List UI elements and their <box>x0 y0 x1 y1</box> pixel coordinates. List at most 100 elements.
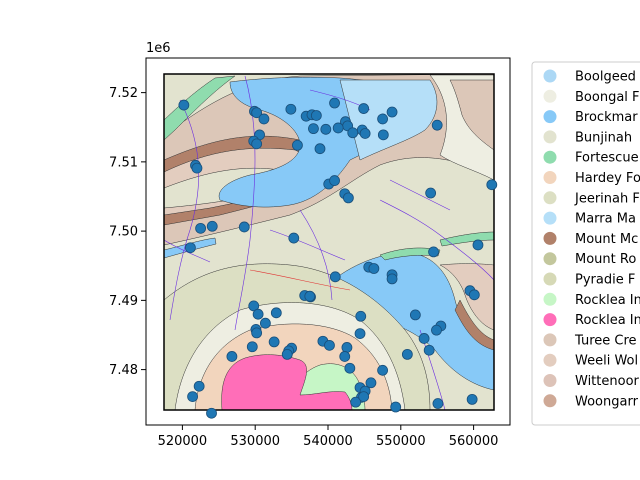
sample-point <box>320 123 332 135</box>
sample-point <box>486 179 498 191</box>
sample-point <box>314 143 326 155</box>
sample-point <box>359 128 371 139</box>
sample-point <box>390 401 402 413</box>
legend-swatch <box>543 69 557 83</box>
legend-swatch <box>543 171 557 184</box>
legend-swatch <box>543 191 557 205</box>
marra-north <box>339 79 438 161</box>
sample-point <box>185 242 196 254</box>
legend-swatch <box>543 272 557 286</box>
legend-swatch <box>543 130 557 144</box>
sample-point <box>386 273 398 285</box>
sample-point <box>310 110 322 121</box>
sample-point <box>246 341 258 353</box>
sample-point <box>358 103 370 114</box>
sample-point <box>193 380 205 392</box>
sample-points <box>178 97 498 419</box>
sample-point <box>268 336 280 348</box>
geology-map <box>164 74 494 410</box>
sample-point <box>377 364 389 376</box>
sample-point <box>292 139 303 151</box>
legend-swatch <box>543 374 557 387</box>
y-tick-label: 7.51 <box>109 155 138 170</box>
sample-point <box>178 99 190 111</box>
sample-point <box>401 348 413 360</box>
legend-label: Marra Ma <box>575 212 636 227</box>
sample-point <box>431 324 442 336</box>
red-fault <box>249 269 351 291</box>
sample-point <box>342 192 354 204</box>
legend: Boolgeed Boongal F Brockmar Bunjinah Fortesc… <box>531 61 640 426</box>
sample-point <box>332 122 344 134</box>
x-tick-label: 540000 <box>303 434 353 449</box>
legend-label: Bunjinah <box>575 130 632 145</box>
legend-swatch <box>543 292 557 306</box>
sample-point <box>191 162 203 174</box>
sample-point <box>308 123 319 135</box>
sample-point <box>329 175 340 186</box>
y-tick-label: 7.50 <box>109 225 138 240</box>
sample-point <box>329 271 341 283</box>
legend-swatch <box>543 211 557 225</box>
legend-label: Mount Ro <box>575 252 636 267</box>
legend-swatch <box>543 150 557 164</box>
legend-label: Woongarr <box>575 394 639 409</box>
sample-point <box>466 393 478 405</box>
legend-label: Rocklea In <box>575 293 640 308</box>
x-tick-label: 560000 <box>449 434 499 449</box>
legend-swatch <box>543 333 557 347</box>
sample-point <box>226 351 238 362</box>
sample-point <box>354 328 366 339</box>
sample-point <box>339 351 351 362</box>
sample-point <box>341 342 353 353</box>
sample-point <box>350 396 362 408</box>
legend-swatch <box>543 110 557 124</box>
sample-point <box>304 290 316 302</box>
sample-point <box>251 327 263 339</box>
legend-swatch <box>543 89 557 103</box>
axis-offset-label: 1e6 <box>146 41 171 56</box>
fortescue-strip-east2 <box>439 231 494 247</box>
sample-point <box>425 187 437 199</box>
legend-label: Fortescue <box>575 151 639 166</box>
sample-point <box>365 377 377 389</box>
legend-label: Brockmar <box>575 110 638 125</box>
sample-point <box>355 310 367 322</box>
x-axis: 520000 530000 540000 550000 560000 <box>158 425 499 449</box>
legend-swatch <box>543 252 557 266</box>
y-axis: 7.48 7.49 7.50 7.51 7.52 <box>109 86 146 378</box>
sample-point <box>432 398 444 409</box>
sample-point <box>368 263 380 274</box>
legend-label: Weeli Wol <box>575 354 638 369</box>
sample-point <box>206 407 217 419</box>
weeli-east-south <box>439 263 494 331</box>
legend-label: Turee Cre <box>574 333 637 348</box>
sample-point <box>468 289 480 301</box>
sample-point <box>409 309 421 321</box>
rocklea-pink <box>221 354 353 410</box>
sample-point <box>259 317 271 329</box>
sample-point <box>285 103 297 115</box>
x-tick-label: 530000 <box>230 434 280 449</box>
legend-label: Jeerinah F <box>574 191 640 206</box>
sample-point <box>431 119 443 131</box>
legend-label: Boolgeed <box>575 70 636 85</box>
y-tick-label: 7.49 <box>109 294 138 309</box>
sample-point <box>187 391 198 403</box>
sample-point <box>238 221 250 233</box>
legend-label: Mount Mc <box>575 232 638 247</box>
fortescue-strip-east <box>379 247 441 261</box>
sample-point <box>281 348 293 360</box>
legend-label: Wittenoor <box>575 374 640 389</box>
sample-point <box>251 138 263 150</box>
sample-point <box>344 362 356 374</box>
legend-swatch <box>543 394 557 408</box>
sample-point <box>195 222 207 234</box>
sample-point <box>472 239 484 251</box>
y-tick-label: 7.52 <box>109 86 138 101</box>
legend-swatch <box>543 231 557 245</box>
sample-point <box>386 106 398 118</box>
legend-label: Boongal F <box>575 90 640 105</box>
sample-point <box>358 391 370 403</box>
